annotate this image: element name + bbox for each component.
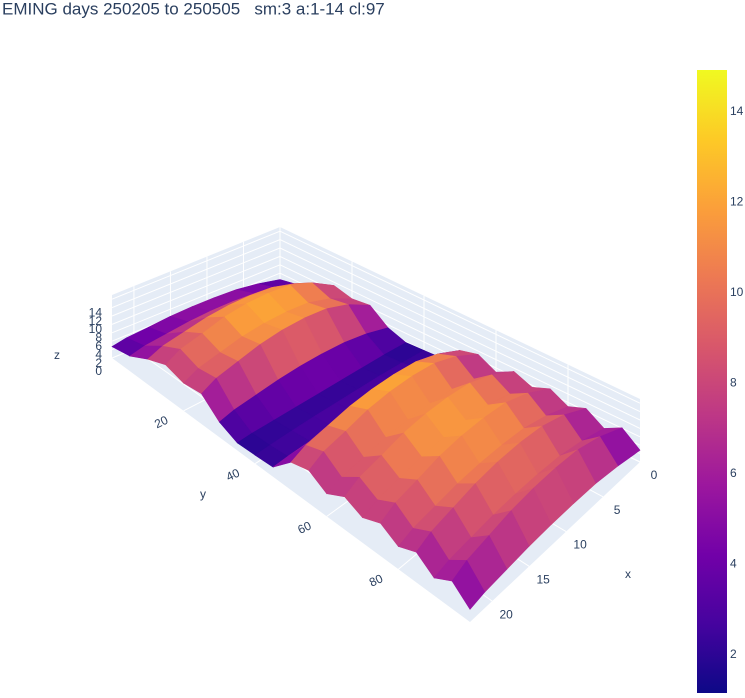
z-tick-label: 10 (89, 322, 103, 336)
colorbar-tick-label: 12 (730, 195, 744, 209)
z-tick-label: 14 (89, 305, 103, 319)
colorbar-tick-label: 4 (730, 557, 737, 571)
x-tick-label: 20 (499, 607, 513, 621)
z-grid-line (111, 255, 281, 325)
y-tick-label: 60 (295, 518, 313, 536)
z-grid-line (111, 230, 281, 300)
x-tick-label: 10 (573, 538, 587, 552)
surface-patch (451, 559, 486, 610)
x-axis-title: x (625, 567, 631, 581)
colorbar-tick-label: 6 (730, 466, 737, 480)
y-tick-label: 20 (152, 413, 170, 431)
y-tick-label: 80 (367, 571, 385, 589)
colorbar (697, 70, 727, 693)
z-grid-line (111, 264, 281, 334)
colorbar-tick-label: 8 (730, 376, 737, 390)
z-grid-line (279, 255, 641, 429)
z-grid-line (279, 230, 641, 404)
z-grid-line (279, 247, 641, 421)
z-grid-line (111, 247, 281, 317)
z-tick-label: 8 (95, 331, 102, 345)
x-tick-label: 0 (651, 468, 658, 482)
z-tick-label: 2 (95, 356, 102, 370)
colorbar-tick-label: 10 (730, 285, 744, 299)
colorbar-tick-label: 14 (730, 104, 744, 118)
y-tick-label: 40 (224, 466, 242, 484)
z-tick-label: 4 (95, 347, 102, 361)
chart-title: EMING days 250205 to 250505 sm:3 a:1-14 … (2, 0, 385, 18)
x-tick-label: 5 (614, 503, 621, 517)
z-grid-line (111, 239, 281, 309)
x-tick-label: 15 (536, 573, 550, 587)
colorbar-tick-label: 2 (730, 647, 737, 661)
y-axis-title: y (200, 487, 206, 501)
z-axis-title: z (54, 348, 60, 362)
z-tick-label: 12 (89, 314, 103, 328)
z-tick-label: 0 (95, 364, 102, 378)
z-tick-label: 6 (95, 339, 102, 353)
z-grid-line (279, 239, 641, 413)
